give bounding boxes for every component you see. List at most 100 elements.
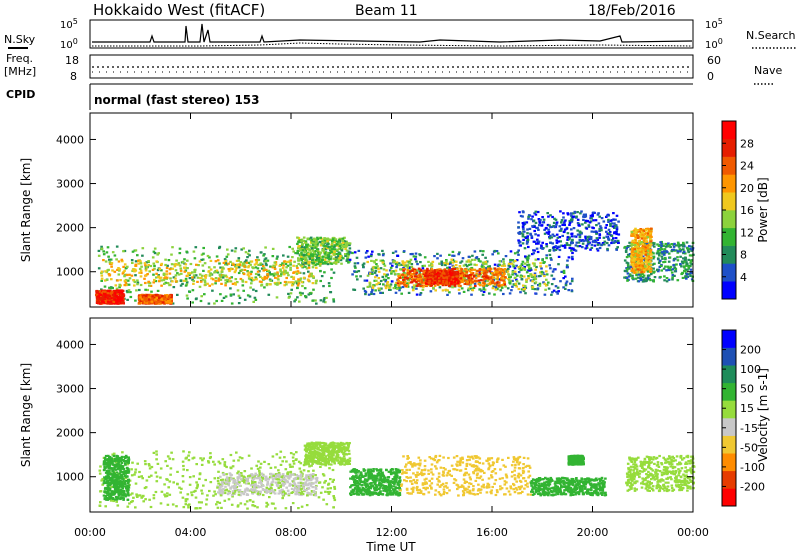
power-cell: [646, 276, 650, 279]
power-cell: [217, 277, 221, 280]
power-cell: [391, 264, 394, 267]
power-cell: [550, 236, 554, 239]
power-cell: [298, 291, 302, 294]
power-cell: [667, 260, 671, 263]
power-cell: [192, 279, 195, 283]
power-cell: [305, 253, 309, 256]
power-cell: [527, 245, 530, 249]
power-cell: [659, 246, 663, 249]
power-cell: [560, 244, 563, 247]
power-cell: [334, 259, 338, 262]
power-cell: [615, 232, 618, 236]
power-cell: [136, 279, 139, 282]
power-cell: [137, 259, 140, 262]
power-cell: [408, 276, 411, 279]
power-cell: [248, 295, 252, 298]
power-cell: [144, 269, 148, 272]
power-cell: [129, 295, 133, 299]
power-cell: [139, 297, 142, 300]
power-cell: [219, 266, 222, 269]
power-cell: [189, 272, 193, 275]
power-cell: [343, 244, 347, 247]
power-cell: [148, 295, 151, 298]
power-cell: [279, 270, 282, 273]
power-cell: [607, 237, 610, 240]
power-cell: [384, 280, 387, 283]
power-cell: [281, 266, 285, 270]
power-cell: [409, 270, 412, 273]
power-cell: [523, 265, 526, 269]
power-cell: [431, 260, 435, 263]
power-cell: [676, 256, 679, 259]
power-cell: [673, 270, 677, 273]
power-cell: [617, 220, 620, 223]
power-cell: [153, 264, 156, 267]
power-cell: [528, 267, 531, 270]
power-cell: [421, 267, 425, 270]
power-cell: [507, 273, 510, 276]
power-cell: [346, 252, 349, 255]
power-cell: [297, 236, 301, 240]
power-cell: [436, 274, 439, 277]
power-cell: [332, 300, 336, 303]
power-cell: [100, 298, 103, 301]
power-cell: [121, 260, 124, 263]
power-cell: [419, 261, 422, 264]
power-cell: [249, 278, 252, 281]
power-cell: [221, 276, 225, 279]
power-cell: [580, 210, 583, 213]
power-cell: [262, 265, 265, 268]
power-cell: [535, 265, 538, 269]
power-cell: [659, 275, 662, 279]
power-cell: [180, 272, 183, 275]
power-cell: [148, 302, 151, 305]
power-cell: [174, 274, 178, 277]
power-cell: [307, 244, 310, 247]
power-cell: [362, 265, 365, 268]
power-cell: [215, 299, 218, 303]
power-cell: [347, 254, 350, 257]
power-cell: [329, 291, 333, 294]
power-cell: [612, 212, 615, 215]
date-label: 18/Feb/2016: [588, 3, 676, 19]
power-cell: [451, 277, 455, 280]
power-cell: [497, 252, 500, 255]
power-cell: [209, 259, 213, 262]
power-cell: [290, 275, 293, 278]
power-cell: [452, 274, 456, 277]
power-cell: [502, 258, 505, 261]
power-cell: [531, 286, 535, 289]
power-cell: [166, 264, 169, 267]
power-cell: [432, 286, 435, 289]
power-cell: [518, 211, 521, 214]
power-cell: [389, 262, 392, 265]
power-cell: [199, 280, 203, 283]
power-cell: [666, 245, 670, 248]
power-cell: [394, 287, 398, 290]
power-cell: [585, 227, 589, 230]
power-cell: [590, 217, 593, 220]
power-cell: [164, 258, 167, 261]
power-cell: [375, 263, 378, 266]
power-cell: [302, 272, 306, 275]
power-cell: [297, 259, 301, 262]
power-cell: [448, 284, 451, 287]
power-cell: [222, 274, 225, 277]
power-cell: [591, 214, 594, 217]
power-cell: [530, 218, 533, 221]
power-cell: [517, 253, 520, 256]
power-cell: [676, 259, 680, 262]
power-cell: [246, 273, 250, 276]
power-cell: [641, 272, 644, 275]
power-cell: [131, 261, 134, 264]
power-cell: [357, 249, 361, 252]
power-cell: [444, 282, 447, 285]
power-cell: [457, 270, 461, 273]
power-cell: [277, 275, 280, 278]
power-cell: [162, 278, 166, 282]
power-cell: [448, 253, 451, 256]
power-cell: [100, 301, 103, 304]
power-cell: [490, 277, 493, 280]
power-cell: [368, 282, 372, 285]
power-cell: [680, 265, 683, 268]
